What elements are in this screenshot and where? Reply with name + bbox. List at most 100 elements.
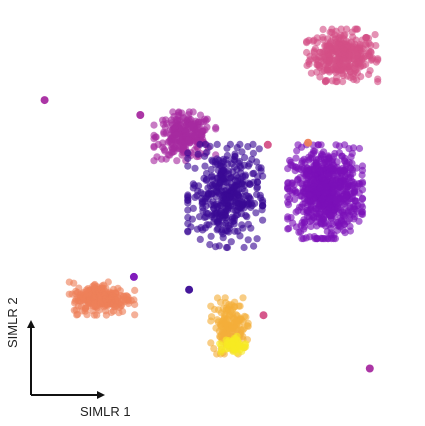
data-point [244,201,252,209]
data-point [353,58,361,66]
data-point [179,113,187,121]
data-point [346,174,355,182]
data-point [91,299,99,307]
data-point [131,300,139,309]
data-point [307,222,315,231]
data-point [320,188,328,197]
points-layer [40,25,382,373]
data-point [188,215,196,223]
data-point [218,194,227,202]
data-point [206,241,214,249]
data-point [235,341,243,349]
data-point [196,140,204,148]
outlier-point [263,140,272,149]
data-point [332,78,340,86]
data-point [238,148,246,156]
data-point [228,324,236,332]
data-point [257,194,265,202]
data-point [284,198,292,206]
data-point [226,174,234,182]
data-point [216,321,224,329]
data-point [326,195,334,203]
data-point [197,224,205,232]
data-point [224,222,232,230]
data-point [305,197,313,205]
data-point [341,31,349,39]
y-axis-label: SIMLR 2 [5,297,20,348]
data-point [365,70,373,79]
data-point [173,157,181,165]
data-point [198,200,206,208]
data-point [326,45,334,53]
data-point [101,307,110,315]
data-point [358,210,367,219]
outlier-point [136,111,145,119]
data-point [229,202,237,210]
data-point [206,142,214,150]
data-point [184,162,192,170]
data-point [187,223,195,231]
data-point [301,218,309,226]
data-point [349,144,358,152]
data-point [339,186,347,194]
data-point [191,164,199,172]
data-point [358,203,367,211]
data-point [165,137,173,145]
outlier-point [129,272,138,281]
data-point [200,174,208,182]
data-point [84,285,92,293]
data-point [323,207,331,215]
data-point [191,193,199,201]
data-point [228,306,237,314]
data-point [164,151,172,159]
data-point [309,176,317,184]
data-point [242,211,250,220]
data-point [315,210,323,218]
data-point [240,243,248,252]
data-point [312,199,321,207]
axes-arrows [27,320,105,399]
data-point [346,222,354,230]
data-point [223,243,232,252]
data-point [201,162,209,170]
data-point [210,211,219,219]
data-point [97,299,105,308]
data-point [336,223,344,231]
data-point [245,194,253,202]
data-point [313,162,321,170]
data-point [171,135,179,143]
data-point [319,36,327,44]
data-point [236,194,244,202]
data-point [169,145,177,153]
data-point [336,214,345,222]
data-point [337,25,345,33]
data-point [318,195,326,203]
data-point [342,37,350,45]
data-point [231,227,239,235]
data-point [305,191,313,199]
data-point [314,141,322,149]
data-point [339,78,347,86]
data-point [353,25,361,33]
data-point [207,232,215,240]
data-point [217,348,225,356]
data-point [189,184,197,192]
data-point [284,184,292,192]
data-point [232,318,240,326]
data-point [222,299,230,307]
data-point [238,185,246,193]
data-point [368,55,376,63]
data-point [358,162,367,170]
data-point [311,147,319,155]
data-point [355,144,364,153]
data-point [342,194,350,202]
data-point [253,158,261,166]
data-point [217,208,225,216]
x-axis-arrowhead [97,391,105,399]
data-point [100,281,108,289]
data-point [348,193,356,201]
data-point [213,217,221,225]
data-point [208,172,216,180]
data-point [328,180,337,188]
data-point [319,25,327,33]
